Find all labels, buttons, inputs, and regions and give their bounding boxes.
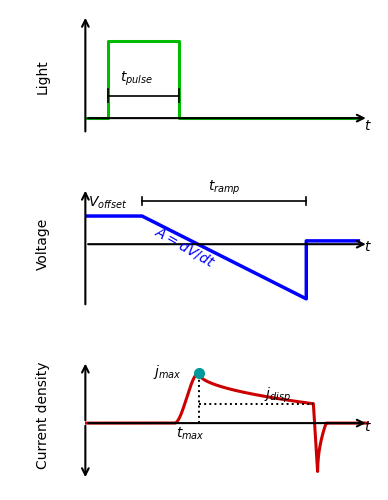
Text: $t_{ramp}$: $t_{ramp}$ bbox=[208, 179, 241, 197]
Text: $t_{pulse}$: $t_{pulse}$ bbox=[120, 70, 153, 88]
Text: t: t bbox=[364, 240, 370, 254]
Text: $V_{offset}$: $V_{offset}$ bbox=[88, 194, 128, 211]
Text: t: t bbox=[364, 420, 370, 434]
Text: $A=dV/dt$: $A=dV/dt$ bbox=[152, 224, 217, 271]
Text: Voltage: Voltage bbox=[36, 218, 50, 270]
Text: Current density: Current density bbox=[36, 361, 50, 469]
Text: $t_{max}$: $t_{max}$ bbox=[176, 426, 204, 442]
Text: t: t bbox=[364, 118, 370, 132]
Text: Light: Light bbox=[36, 59, 50, 94]
Text: $j_{max}$: $j_{max}$ bbox=[153, 362, 182, 380]
Text: $j_{disp}$: $j_{disp}$ bbox=[264, 386, 291, 404]
